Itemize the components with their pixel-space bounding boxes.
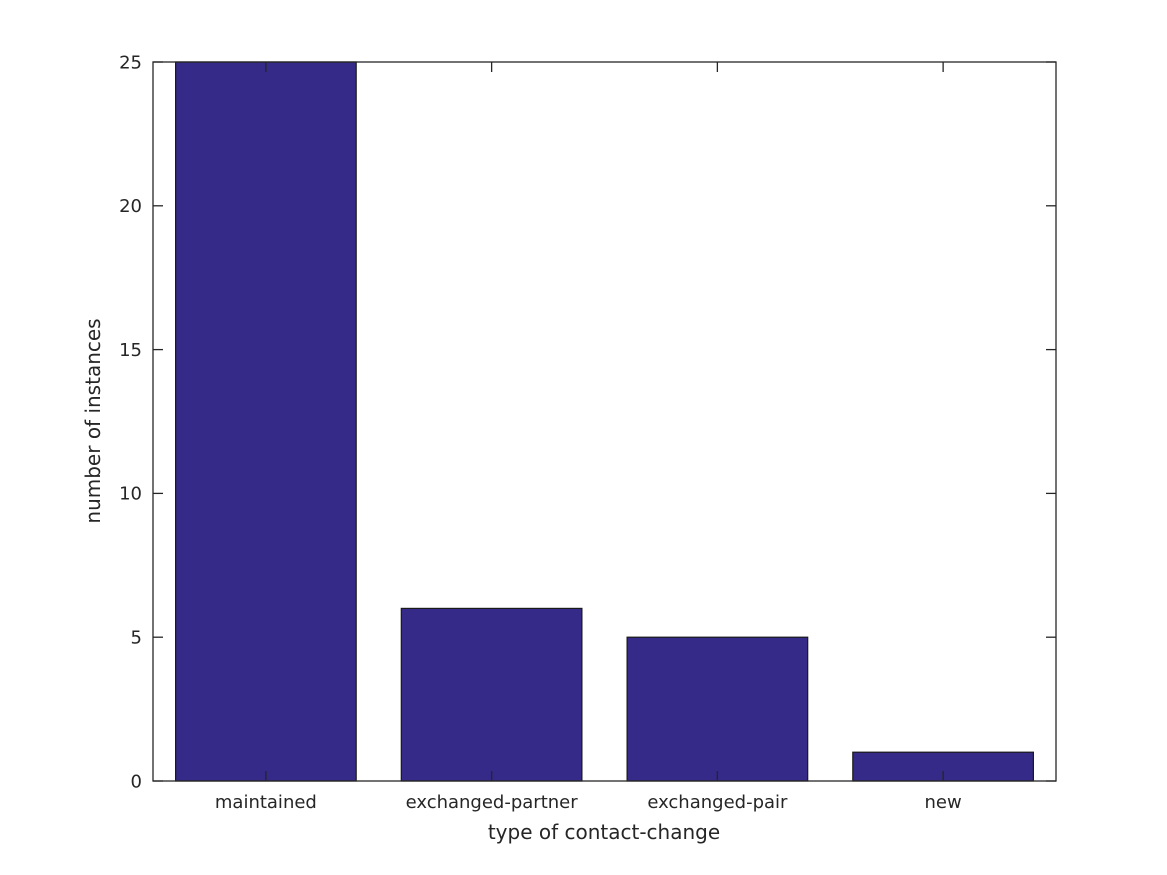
x-tick-label: new <box>925 792 962 813</box>
bar-exchanged-pair <box>626 636 809 782</box>
tick-marks <box>153 61 1056 782</box>
bars-layer <box>175 61 1034 782</box>
axes-frame <box>152 61 1057 782</box>
y-tick-label: 0 <box>131 771 142 792</box>
x-tick-label: maintained <box>215 792 317 813</box>
plot-frame <box>152 61 1057 782</box>
bar-maintained <box>175 61 357 782</box>
y-tick-label: 15 <box>119 340 142 361</box>
y-axis-label: number of instances <box>81 318 105 523</box>
x-tick-label: exchanged-pair <box>647 792 788 813</box>
x-axis-label: type of contact-change <box>488 820 720 844</box>
x-tick-label: exchanged-partner <box>406 792 579 813</box>
y-tick-label: 20 <box>119 196 142 217</box>
tick-labels: 0 5 10 15 20 25 maintained exchanged-partner exc… <box>119 52 962 813</box>
y-tick-label: 10 <box>119 484 142 505</box>
y-tick-label: 5 <box>131 628 142 649</box>
y-tick-label: 25 <box>119 52 142 73</box>
bar-exchanged-partner <box>400 607 583 782</box>
